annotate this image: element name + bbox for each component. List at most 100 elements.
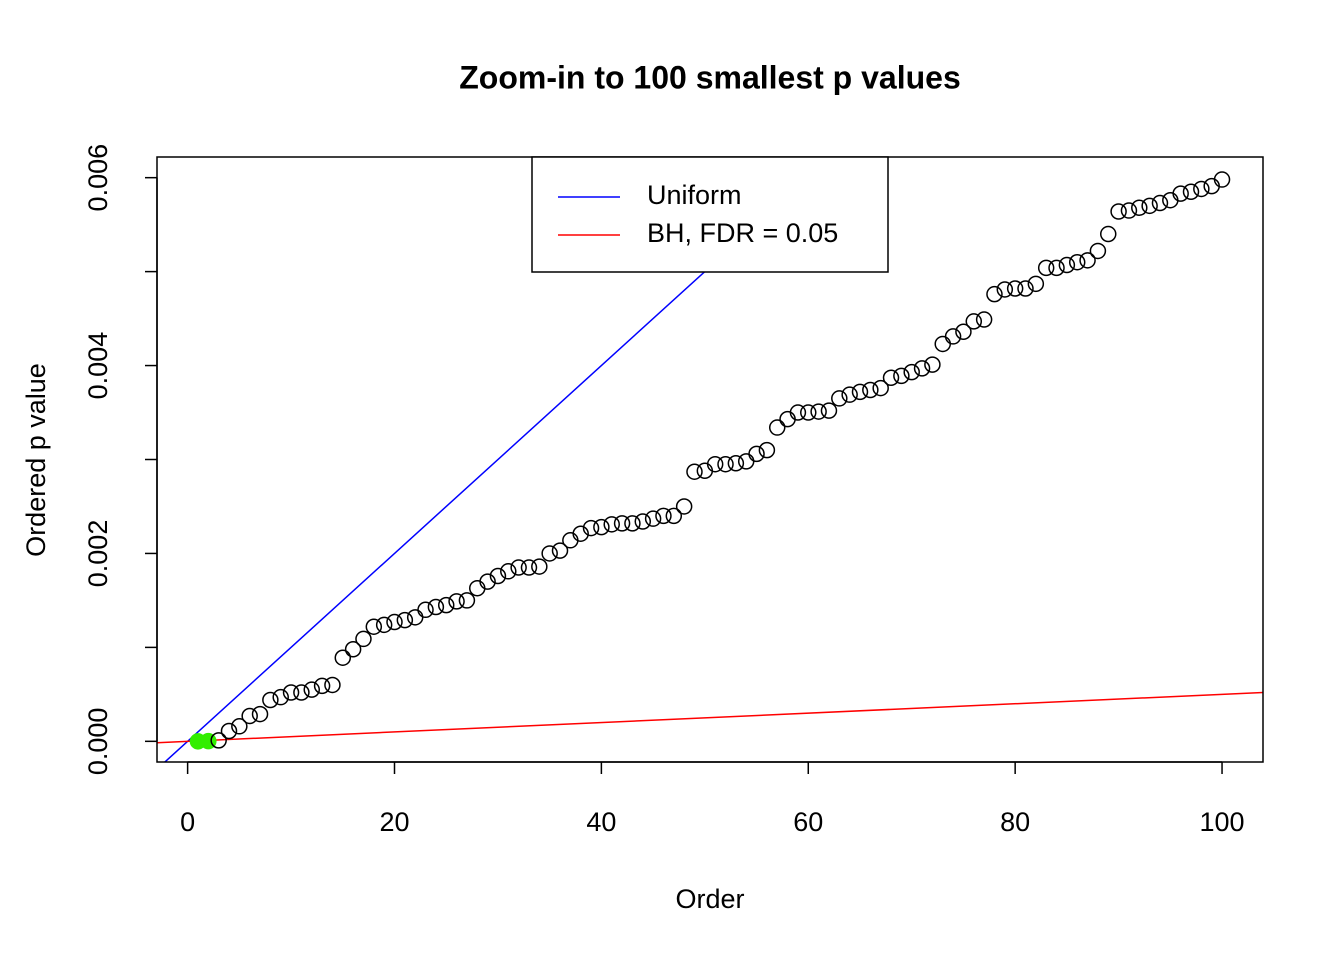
data-point [779,410,796,428]
data-point [272,688,289,706]
data-point [1068,253,1086,271]
data-point [831,390,848,407]
x-tick-label: 60 [793,807,823,837]
data-point [489,567,507,585]
data-point [944,328,962,345]
data-point [448,593,465,610]
chart-title: Zoom-in to 100 smallest p values [459,59,960,95]
data-point [675,498,693,515]
data-point [613,515,631,532]
data-point [758,441,776,459]
data-point [665,507,683,525]
data-point [1182,183,1200,201]
data-point [396,611,414,629]
data-point [882,369,900,387]
data-point [955,323,972,340]
data-point [1193,180,1210,198]
data-point [903,363,920,381]
x-tick-label: 100 [1200,807,1245,837]
data-point [520,559,538,576]
data-point [251,705,269,723]
data-point [479,573,496,590]
data-point [262,691,279,709]
data-point [655,507,672,525]
data-point [231,718,248,735]
data-point [406,609,424,626]
data-point [303,681,320,698]
data-point [510,559,527,576]
data-point [1027,275,1045,293]
data-point [1058,256,1076,274]
data-point [1048,259,1065,277]
legend-label: Uniform [647,180,742,210]
data-point [1079,252,1096,269]
data-point [1151,194,1169,212]
data-point [986,285,1003,303]
data-point [386,613,403,631]
data-point [727,455,745,472]
data-point [748,445,765,463]
data-point [603,516,620,533]
data-point [324,676,341,694]
y-tick-label: 0.002 [83,520,113,588]
data-point [893,367,910,385]
data-point [1089,242,1107,260]
data-point [644,510,662,527]
data-point [313,677,331,695]
data-point [624,515,641,532]
data-point [531,558,548,575]
legend-label: BH, FDR = 0.05 [647,218,838,248]
data-point [1110,203,1127,220]
data-point [1213,171,1231,188]
data-point [572,525,589,542]
data-point [934,335,951,353]
data-point [1203,177,1220,195]
data-point [1017,280,1034,297]
data-point [1141,197,1158,215]
legend-box [531,156,889,273]
data-point [1100,225,1117,243]
data-point [437,596,455,614]
data-point [210,732,227,749]
data-point [810,403,827,420]
data-point [717,455,734,473]
data-point [375,616,393,634]
data-point [862,381,879,399]
x-tick-label: 0 [180,807,195,837]
data-point [541,545,558,562]
x-tick-label: 40 [586,807,616,837]
data-point [737,453,755,470]
data-point [562,532,579,549]
data-point [551,542,569,559]
y-tick-label: 0.004 [83,332,113,400]
data-point [913,360,931,377]
data-point [469,579,486,597]
data-point [355,630,372,648]
data-point [975,311,993,328]
reference-line [163,157,833,762]
data-point [696,462,714,480]
data-point [334,649,352,666]
data-point [1037,259,1055,277]
data-point [965,313,983,330]
data-point [1131,199,1148,216]
data-point [220,722,238,740]
data-point [706,455,724,473]
data-point [789,404,807,421]
data-point [841,386,858,403]
reference-line [157,691,1263,744]
data-point [924,356,941,373]
x-tick-label: 80 [1000,807,1030,837]
data-point [1162,191,1179,209]
x-tick-label: 20 [379,807,409,837]
data-point [820,402,838,419]
data-point [458,592,476,609]
data-point [593,518,610,536]
data-point [293,684,310,701]
y-axis-label: Ordered p value [21,363,51,557]
data-point [768,419,786,436]
data-point [1006,280,1024,297]
data-point [634,513,652,530]
